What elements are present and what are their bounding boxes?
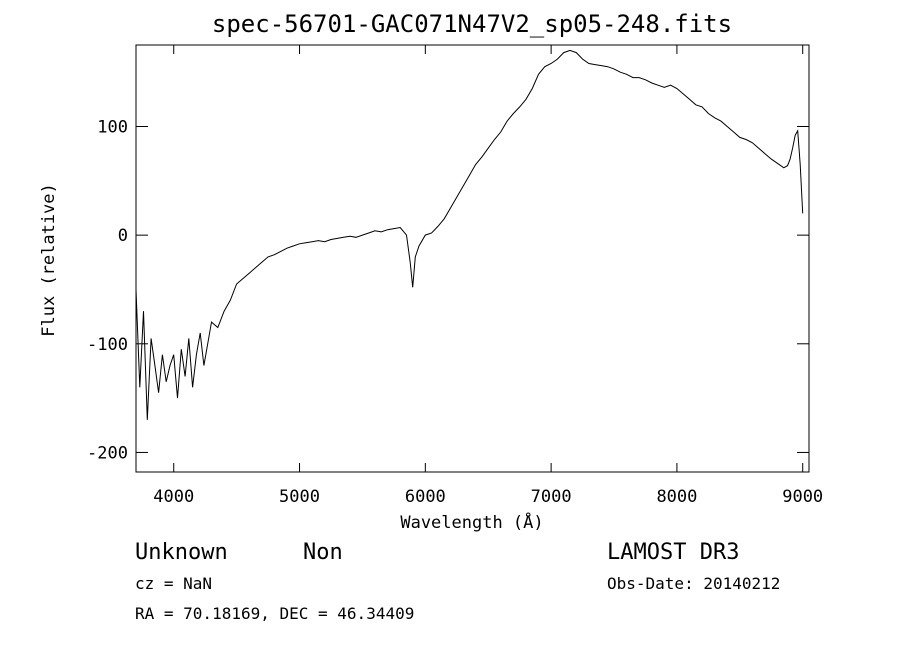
- chart-title: spec-56701-GAC071N47V2_sp05-248.fits: [212, 10, 732, 38]
- flux-series-line: [136, 50, 803, 419]
- y-tick-label: 100: [97, 117, 128, 137]
- x-tick-label: 5000: [279, 487, 320, 507]
- obs-date-label: Obs-Date: 20140212: [607, 574, 780, 593]
- survey-label: LAMOST DR3: [607, 540, 739, 565]
- x-tick-label: 4000: [153, 487, 194, 507]
- x-tick-label: 7000: [531, 487, 572, 507]
- coords-label: RA = 70.18169, DEC = 46.34409: [135, 604, 414, 623]
- plot-frame: [136, 45, 809, 472]
- x-tick-label: 9000: [782, 487, 823, 507]
- y-axis: -200 -100 0 100: [87, 117, 809, 463]
- x-axis: 4000 5000 6000 7000 8000 9000: [153, 45, 823, 507]
- y-tick-label: -100: [87, 335, 128, 355]
- x-axis-label: Wavelength (Å): [400, 511, 543, 533]
- x-tick-label: 6000: [405, 487, 446, 507]
- cz-label: cz = NaN: [135, 574, 212, 593]
- object-type-label: Unknown: [135, 540, 228, 565]
- y-axis-label: Flux (relative): [39, 183, 59, 337]
- x-tick-label: 8000: [656, 487, 697, 507]
- y-tick-label: -200: [87, 443, 128, 463]
- y-tick-label: 0: [118, 226, 128, 246]
- object-class-label: Non: [303, 540, 343, 565]
